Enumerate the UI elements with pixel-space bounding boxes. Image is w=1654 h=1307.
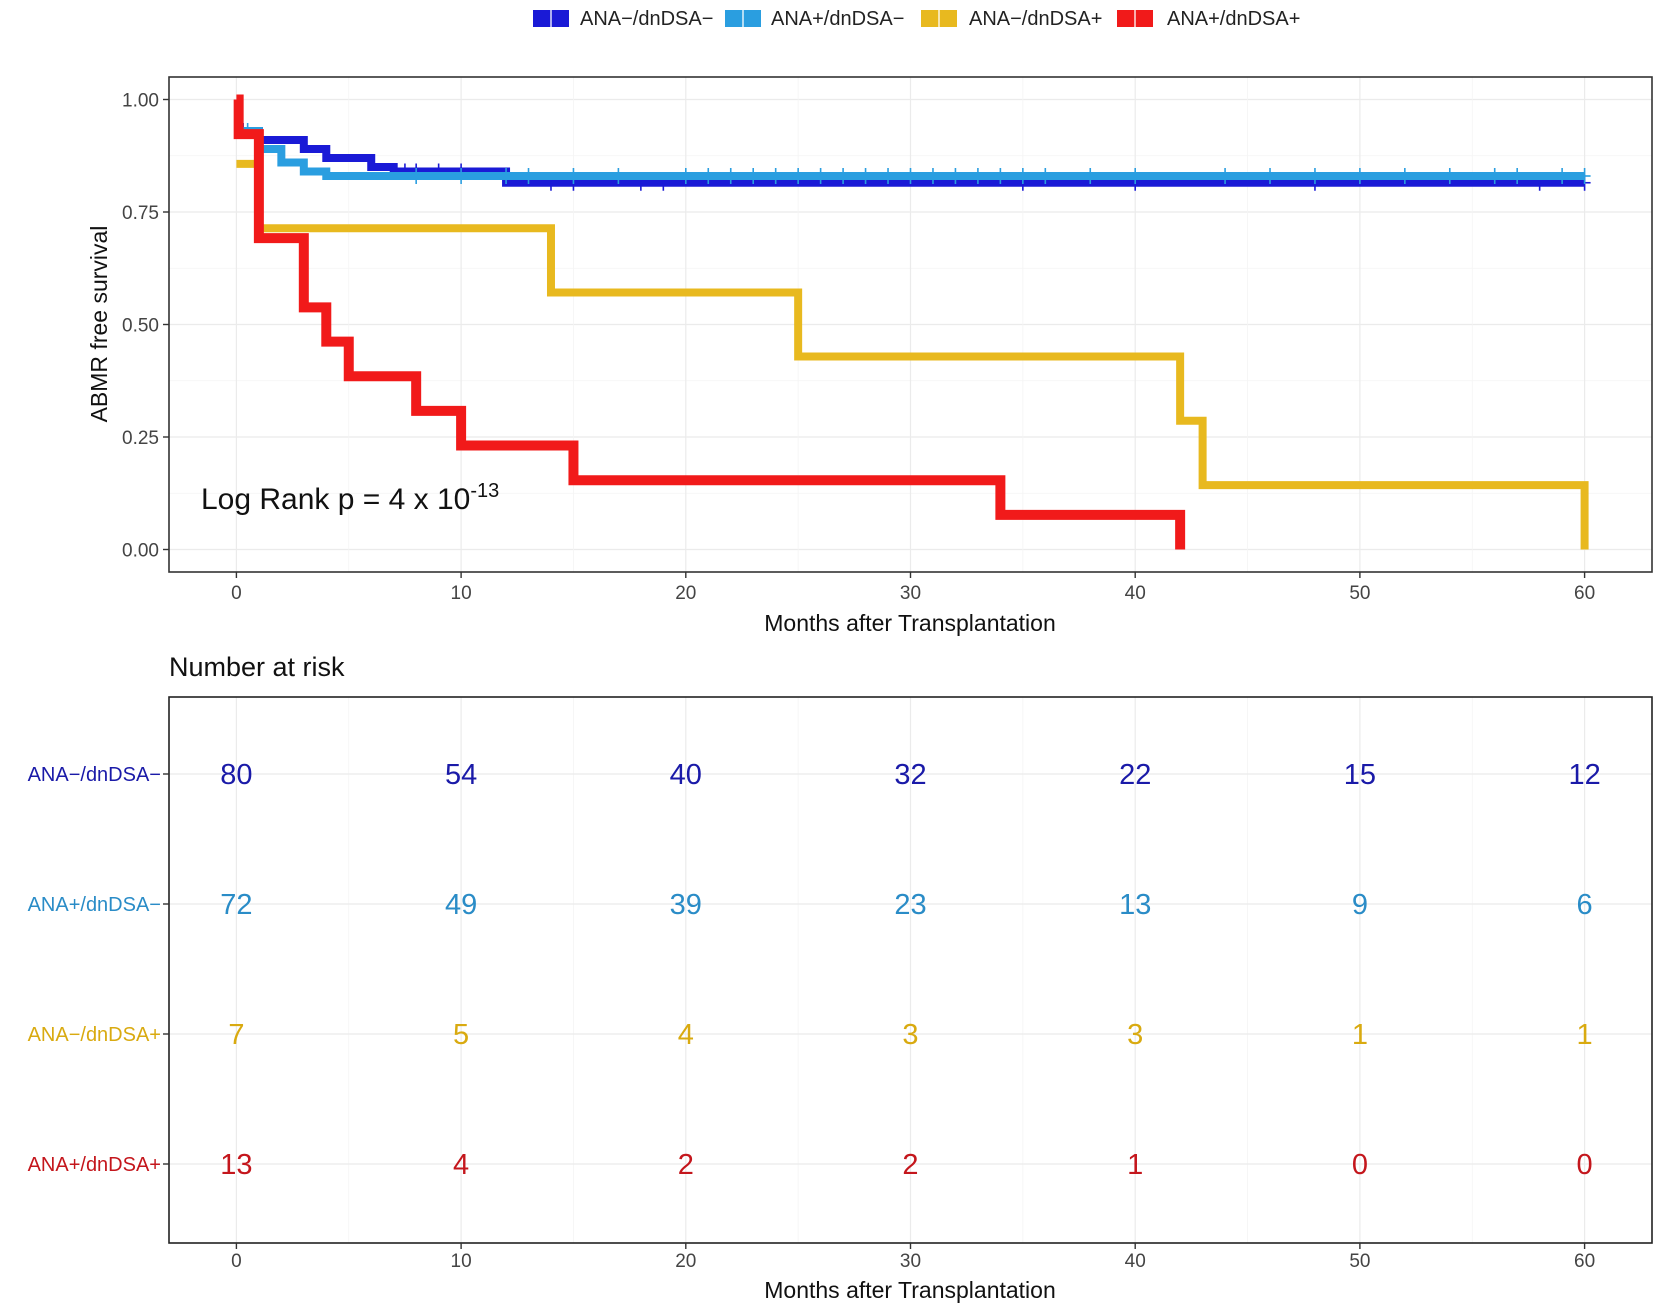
risk-cell: 80 (220, 759, 252, 791)
survival-curve (236, 127, 1585, 187)
risk-x-tick-label: 20 (675, 1251, 696, 1272)
risk-cell: 9 (1352, 889, 1368, 921)
risk-table-x-ticks: 0 10 20 30 40 50 60 (231, 1243, 1595, 1272)
risk-cell: 13 (220, 1149, 252, 1181)
risk-cell: 3 (1127, 1019, 1143, 1051)
risk-table-title: Number at risk (169, 652, 345, 682)
survival-x-tick-label: 60 (1574, 583, 1595, 604)
risk-cell: 54 (445, 759, 477, 791)
risk-cell: 39 (670, 889, 702, 921)
risk-cell: 1 (1577, 1019, 1593, 1051)
risk-cell: 0 (1352, 1149, 1368, 1181)
survival-y-tick-label: 0.00 (122, 541, 159, 562)
survival-y-ticks: 0.00 0.25 0.50 0.75 1.00 (122, 91, 169, 562)
risk-cell: 5 (453, 1019, 469, 1051)
risk-table-x-axis-title: Months after Transplantation (764, 1277, 1056, 1303)
risk-cell: 22 (1119, 759, 1151, 791)
risk-x-tick-label: 10 (451, 1251, 472, 1272)
risk-x-tick-label: 0 (231, 1251, 242, 1272)
survival-y-tick-label: 1.00 (122, 91, 159, 112)
risk-row-label: ANA+/dnDSA+ (28, 1154, 161, 1176)
risk-cell: 49 (445, 889, 477, 921)
risk-table-grid (169, 697, 1652, 1243)
survival-curves (233, 94, 1591, 550)
risk-cell: 1 (1127, 1149, 1143, 1181)
risk-x-tick-label: 40 (1125, 1251, 1146, 1272)
survival-y-tick-label: 0.75 (122, 203, 159, 224)
risk-cell: 4 (678, 1019, 694, 1051)
risk-cell: 2 (902, 1149, 918, 1181)
survival-y-tick-label: 0.25 (122, 428, 159, 449)
risk-cell: 1 (1352, 1019, 1368, 1051)
risk-cell: 32 (894, 759, 926, 791)
log-rank-annotation: Log Rank p = 4 x 10-13 (201, 480, 499, 516)
risk-x-tick-label: 50 (1349, 1251, 1370, 1272)
risk-cell: 3 (902, 1019, 918, 1051)
survival-x-tick-label: 10 (451, 583, 472, 604)
risk-row-label: ANA+/dnDSA− (28, 894, 161, 916)
risk-cell: 7 (228, 1019, 244, 1051)
survival-x-tick-label: 0 (231, 583, 242, 604)
risk-x-tick-label: 30 (900, 1251, 921, 1272)
legend-label: ANA+/dnDSA+ (1167, 8, 1300, 30)
risk-cell: 40 (670, 759, 702, 791)
legend-label: ANA−/dnDSA+ (969, 8, 1102, 30)
risk-x-tick-label: 60 (1574, 1251, 1595, 1272)
survival-plot-panel: 0.00 0.25 0.50 0.75 1.00 0 10 20 30 40 50 60 Month… (86, 76, 1653, 636)
survival-x-tick-label: 50 (1349, 583, 1370, 604)
survival-x-axis-title: Months after Transplantation (764, 610, 1056, 636)
survival-x-tick-label: 20 (675, 583, 696, 604)
survival-y-axis-title: ABMR free survival (86, 226, 112, 423)
risk-cell: 0 (1577, 1149, 1593, 1181)
log-rank-annotation-base: Log Rank p = 4 x 10 (201, 483, 470, 516)
legend-label: ANA+/dnDSA− (771, 8, 904, 30)
log-rank-annotation-exponent: -13 (470, 480, 499, 502)
survival-y-tick-label: 0.50 (122, 316, 159, 337)
survival-curve (233, 94, 1186, 550)
risk-cell: 2 (678, 1149, 694, 1181)
survival-x-tick-label: 40 (1125, 583, 1146, 604)
risk-cell: 6 (1577, 889, 1593, 921)
risk-cell: 13 (1119, 889, 1151, 921)
risk-cell: 72 (220, 889, 252, 921)
legend: ANA−/dnDSA− ANA+/dnDSA− ANA−/dnDSA+ ANA+/dn… (533, 8, 1300, 30)
survival-x-tick-label: 30 (900, 583, 921, 604)
risk-row-label: ANA−/dnDSA− (28, 764, 161, 786)
survival-curve-group (233, 94, 1186, 550)
risk-cell: 23 (894, 889, 926, 921)
survival-x-ticks: 0 10 20 30 40 50 60 (231, 572, 1595, 604)
risk-cell: 4 (453, 1149, 469, 1181)
risk-row-label: ANA−/dnDSA+ (28, 1024, 161, 1046)
risk-table-row-labels: ANA−/dnDSA− ANA+/dnDSA− ANA−/dnDSA+ ANA+/dn… (28, 764, 169, 1176)
risk-cell: 15 (1344, 759, 1376, 791)
risk-cell: 12 (1568, 759, 1600, 791)
legend-label: ANA−/dnDSA− (580, 8, 713, 30)
